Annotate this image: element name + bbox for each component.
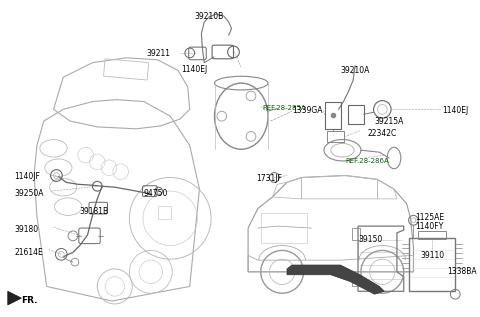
Bar bbox=[352, 228, 360, 240]
Text: 1338BA: 1338BA bbox=[447, 267, 477, 276]
Text: 39211: 39211 bbox=[146, 49, 170, 58]
Text: 39181B: 39181B bbox=[80, 207, 109, 216]
Text: 1125AE: 1125AE bbox=[415, 213, 444, 223]
Text: 1339GA: 1339GA bbox=[292, 107, 323, 115]
Text: 94750: 94750 bbox=[144, 189, 168, 198]
Text: REF.28-285A: REF.28-285A bbox=[263, 105, 306, 111]
Text: 39215A: 39215A bbox=[374, 117, 404, 126]
Bar bbox=[325, 101, 341, 129]
Text: 39110: 39110 bbox=[420, 251, 444, 260]
Bar bbox=[104, 59, 149, 80]
Text: 1140JF: 1140JF bbox=[14, 171, 40, 181]
Polygon shape bbox=[287, 265, 384, 294]
Text: 39180: 39180 bbox=[14, 225, 39, 234]
Text: 39150: 39150 bbox=[358, 235, 382, 244]
Text: FR.: FR. bbox=[22, 296, 38, 305]
Text: 39210B: 39210B bbox=[194, 12, 224, 21]
Bar bbox=[327, 131, 344, 142]
Bar bbox=[408, 238, 456, 291]
Bar bbox=[348, 105, 364, 124]
Bar bbox=[419, 231, 445, 239]
Text: 1731JF: 1731JF bbox=[256, 174, 282, 183]
Text: 1140EJ: 1140EJ bbox=[443, 107, 469, 115]
Text: 1140EJ: 1140EJ bbox=[181, 65, 208, 74]
Text: 21614E: 21614E bbox=[14, 248, 43, 256]
Bar bbox=[157, 206, 171, 219]
Text: REF.28-286A: REF.28-286A bbox=[346, 158, 390, 164]
Text: 22342C: 22342C bbox=[368, 129, 397, 138]
Bar bbox=[352, 275, 360, 287]
Text: 39250A: 39250A bbox=[14, 189, 44, 198]
Text: 1140FY: 1140FY bbox=[415, 222, 444, 231]
Text: 39210A: 39210A bbox=[340, 66, 370, 74]
Bar bbox=[261, 213, 307, 243]
Polygon shape bbox=[8, 291, 22, 305]
